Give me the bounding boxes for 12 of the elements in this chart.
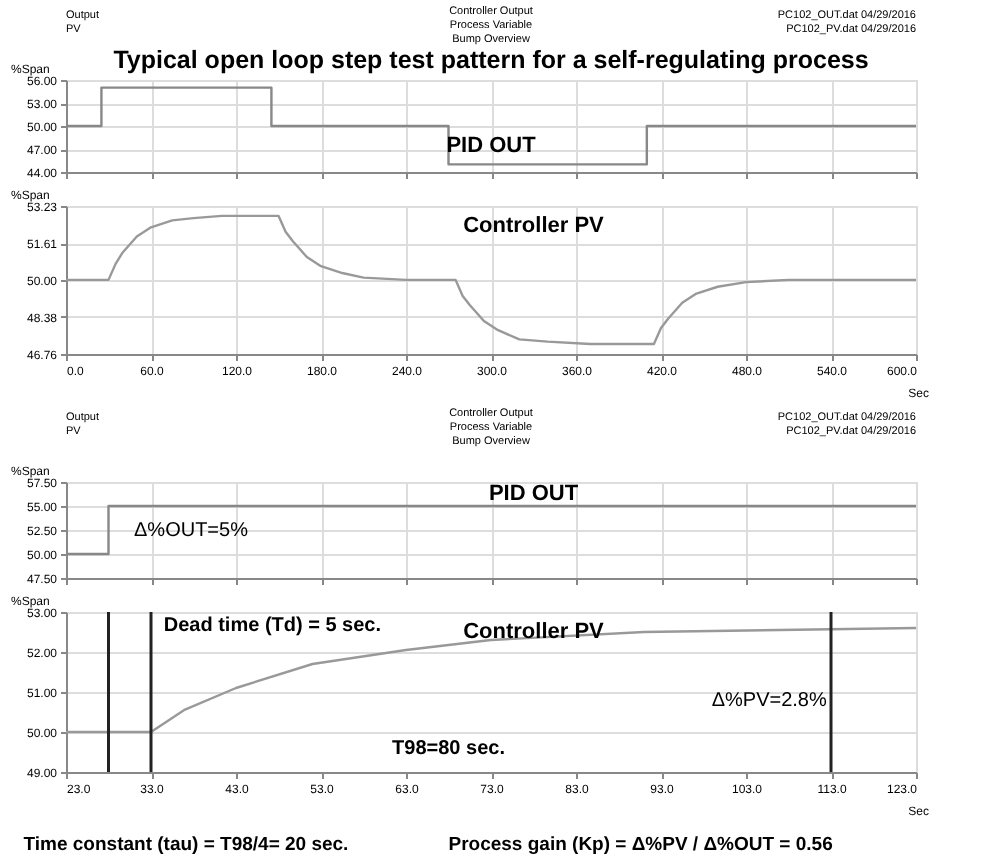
chart-title: Controller PV (463, 620, 606, 644)
annotation: Δ%OUT=5% (134, 520, 249, 542)
chart-title: PID OUT (488, 482, 579, 506)
text: Process gain (Kp) = Δ%PV / Δ%OUT = 0.56 (448, 834, 833, 856)
annotation: Δ%PV=2.8% (711, 690, 827, 712)
annotation: Dead time (Td) = 5 sec. (163, 614, 382, 637)
annotation: T98=80 sec. (392, 738, 506, 760)
chart-title: Controller PV (463, 214, 606, 238)
chart-title: Typical open loop step test pattern for a self-regulating process (113, 46, 869, 74)
annotation: PID OUT (446, 134, 537, 159)
text: Time constant (tau) = T98/4= 20 sec. (23, 834, 349, 856)
line-series (66, 214, 916, 346)
